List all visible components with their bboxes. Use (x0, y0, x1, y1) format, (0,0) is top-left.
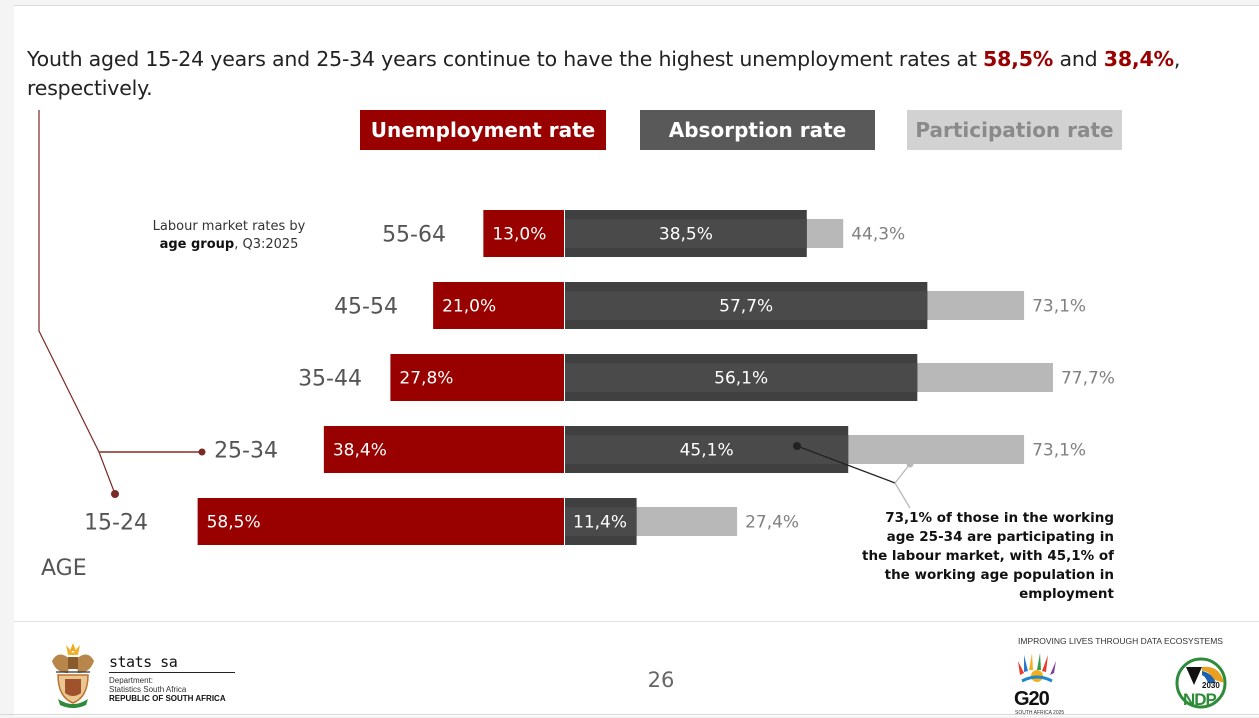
tagline: IMPROVING LIVES THROUGH DATA ECOSYSTEMS (1018, 636, 1223, 646)
org-name: stats sa (109, 653, 178, 671)
absorption-label-25-34: 45,1% (680, 441, 734, 461)
ndp-logo: 2030 NDP (1175, 657, 1227, 709)
age-connector (38, 110, 206, 498)
unemployment-bar-25-34 (323, 426, 564, 473)
unemployment-bar-35-44 (390, 354, 564, 401)
annotation-25-34: 73,1% of those in the working age 25-34 … (862, 510, 1114, 602)
absorption-bar-band-55-64 (565, 219, 807, 248)
age-label-35-44: 35-44 (298, 367, 362, 392)
subtitle-bold: age group (159, 237, 235, 252)
dept-line2: Statistics South Africa (109, 685, 187, 694)
slide: Youth aged 15-24 years and 25-34 years c… (14, 5, 1259, 716)
participation-label-35-44: 77,7% (1061, 369, 1115, 389)
headline-text: and (1053, 47, 1104, 71)
participation-label-45-54: 73,1% (1032, 297, 1086, 317)
chart-subtitle: Labour market rates by age group, Q3:2025 (129, 218, 329, 254)
absorption-bar-band-25-34 (565, 435, 849, 464)
participation-label-15-24: 27,4% (745, 513, 799, 533)
headline-text: , respectively. (27, 47, 1181, 100)
age-label-55-64: 55-64 (382, 223, 446, 248)
connector-dot-15-24 (111, 490, 119, 498)
headline-text: Youth aged 15-24 years and 25-34 years c… (27, 47, 984, 71)
headline-value-25-34: 38,4% (1103, 47, 1174, 71)
country-text: REPUBLIC OF SOUTH AFRICA (109, 694, 226, 703)
department-text: Department: Statistics South Africa (109, 676, 186, 694)
coat-of-arms-logo (52, 643, 94, 708)
connector-line-15-24 (38, 110, 116, 495)
age-label-25-34: 25-34 (214, 439, 278, 464)
absorption-bar-band-35-44 (565, 363, 918, 392)
absorption-label-15-24: 11,4% (573, 513, 627, 533)
absorption-bar-band-45-54 (565, 291, 928, 320)
callout-dot-participation (906, 460, 914, 468)
subtitle-line1: Labour market rates by (152, 219, 306, 234)
unemployment-label-45-54: 21,0% (442, 297, 496, 317)
annotation-callout (793, 442, 914, 509)
absorption-label-55-64: 38,5% (659, 225, 713, 245)
ndp-text: NDP (1183, 690, 1217, 709)
age-axis-title: AGE (41, 556, 87, 581)
callout-dot-absorption (793, 442, 801, 450)
legend-absorption-rate: Absorption rate (640, 110, 875, 150)
callout-line-text (894, 482, 911, 509)
age-label-45-54: 45-54 (334, 295, 398, 320)
legend-unemployment-rate: Unemployment rate (360, 110, 606, 150)
callout-line-participation (894, 463, 911, 484)
unemployment-label-15-24: 58,5% (207, 513, 261, 533)
participation-label-25-34: 73,1% (1032, 441, 1086, 461)
g20-logo-subtext: SOUTH AFRICA 2025 (1015, 710, 1065, 716)
g20-logo-text: G20 (1014, 688, 1050, 710)
ndp-year: 2030 (1202, 681, 1220, 690)
headline-value-15-24: 58,5% (983, 47, 1054, 71)
headline: Youth aged 15-24 years and 25-34 years c… (27, 45, 1227, 103)
dept-line1: Department: (109, 676, 154, 685)
g20-logo-emblem (1018, 653, 1056, 683)
unemployment-bar-55-64 (483, 210, 564, 257)
connector-dot-25-34 (198, 448, 206, 456)
unemployment-label-35-44: 27,8% (399, 369, 453, 389)
org-name-rule (109, 672, 235, 673)
absorption-label-45-54: 57,7% (719, 297, 773, 317)
unemployment-bar-45-54 (433, 282, 564, 329)
absorption-label-35-44: 56,1% (714, 369, 768, 389)
footer-divider (14, 621, 1259, 622)
bottom-border (0, 714, 1259, 715)
unemployment-label-25-34: 38,4% (333, 441, 387, 461)
unemployment-bar-15-24 (197, 498, 564, 545)
legend-participation-rate: Participation rate (907, 110, 1122, 150)
page-number: 26 (647, 668, 675, 692)
callout-line-absorption (796, 445, 896, 484)
absorption-bar-band-15-24 (565, 507, 637, 536)
subtitle-rest: , Q3:2025 (234, 237, 299, 252)
unemployment-label-55-64: 13,0% (492, 225, 546, 245)
age-label-15-24: 15-24 (84, 511, 148, 536)
participation-label-55-64: 44,3% (851, 225, 905, 245)
